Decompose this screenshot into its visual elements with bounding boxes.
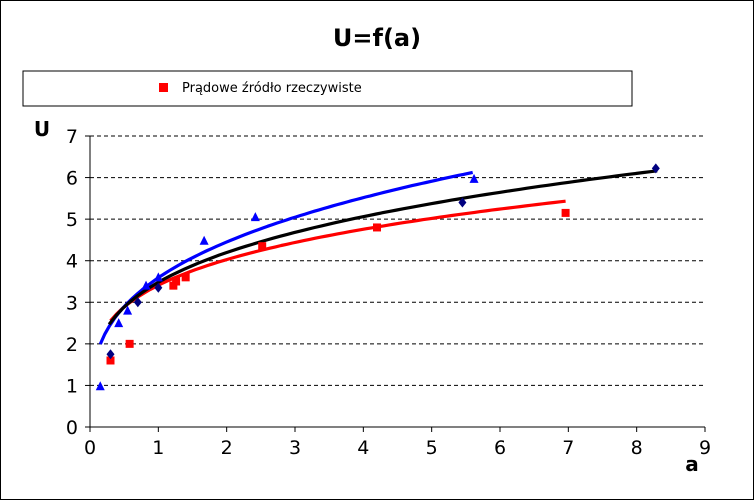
data-point-triangle (114, 318, 124, 328)
trend-line-0 (109, 199, 566, 322)
y-tick-label: 4 (66, 251, 78, 273)
data-points (95, 163, 660, 391)
y-axis-label: U (34, 117, 50, 141)
data-point-triangle (153, 272, 163, 282)
x-tick-label: 5 (426, 437, 438, 459)
data-point-square (106, 356, 115, 365)
data-point-square (125, 339, 134, 348)
x-tick-label: 8 (631, 437, 643, 459)
trend-line-1 (98, 170, 474, 345)
gridlines (90, 135, 705, 386)
data-point-diamond (651, 163, 660, 174)
trend-line-2 (107, 169, 658, 326)
legend-box: Prądowe źródło rzeczywiste (22, 70, 633, 107)
y-tick-labels: 0 1 2 3 4 5 6 7 (66, 126, 78, 439)
data-point-triangle (250, 212, 260, 222)
y-tick-label: 6 (66, 168, 78, 190)
data-point-triangle (123, 305, 133, 315)
data-point-triangle (141, 280, 151, 290)
x-axis-label: a (685, 452, 699, 476)
data-point-triangle (469, 173, 479, 183)
data-point-square (181, 273, 190, 282)
data-point-triangle (95, 381, 105, 391)
data-point-square (561, 208, 570, 217)
x-tick-label: 1 (152, 437, 164, 459)
data-point-square (172, 277, 181, 286)
x-tick-label: 9 (699, 437, 711, 459)
x-tick-label: 3 (289, 437, 301, 459)
legend-entry-label: Prądowe źródło rzeczywiste (182, 81, 362, 96)
data-point-diamond (106, 349, 115, 360)
x-tick-label: 2 (221, 437, 233, 459)
y-tick-label: 1 (66, 375, 78, 397)
legend-marker-square (159, 83, 168, 92)
x-tick-label: 7 (562, 437, 574, 459)
data-point-square (373, 223, 381, 232)
x-tick-label: 6 (494, 437, 506, 459)
y-tick-label: 5 (66, 209, 78, 231)
data-point-triangle (199, 235, 209, 245)
data-point-square (169, 281, 178, 290)
legend-frame (22, 70, 633, 107)
y-tick-label: 7 (66, 126, 78, 148)
data-point-diamond (458, 197, 467, 208)
y-tick-label: 3 (66, 292, 78, 314)
y-tick-label: 2 (66, 334, 78, 356)
chart-title: U=f(a) (333, 24, 421, 52)
axes (85, 135, 706, 432)
data-point-diamond (154, 282, 163, 293)
x-tick-labels: 0 1 2 3 4 5 6 7 8 9 (84, 437, 711, 459)
data-point-diamond (133, 297, 142, 308)
trend-lines (98, 169, 658, 345)
y-tick-label: 0 (66, 417, 78, 439)
x-tick-label: 0 (84, 437, 96, 459)
x-tick-label: 4 (357, 437, 369, 459)
data-point-square (258, 242, 267, 251)
